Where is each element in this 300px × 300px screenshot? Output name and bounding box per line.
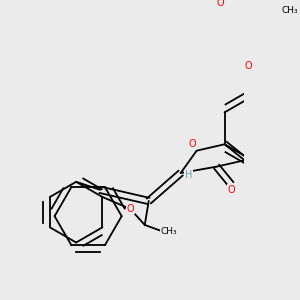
Text: O: O (244, 61, 252, 71)
Text: O: O (227, 185, 235, 195)
Text: O: O (127, 204, 134, 214)
Text: CH₃: CH₃ (160, 227, 177, 236)
Text: H: H (185, 170, 192, 180)
Text: CH₃: CH₃ (281, 6, 298, 15)
Text: O: O (217, 0, 224, 8)
Text: O: O (189, 139, 196, 149)
